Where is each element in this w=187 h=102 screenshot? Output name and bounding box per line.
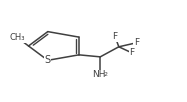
- Text: NH: NH: [93, 70, 106, 79]
- Text: CH₃: CH₃: [10, 33, 25, 42]
- Text: F: F: [134, 38, 139, 47]
- Text: 2: 2: [103, 72, 108, 77]
- Text: S: S: [45, 55, 51, 65]
- Text: F: F: [129, 48, 134, 57]
- Text: F: F: [113, 32, 118, 41]
